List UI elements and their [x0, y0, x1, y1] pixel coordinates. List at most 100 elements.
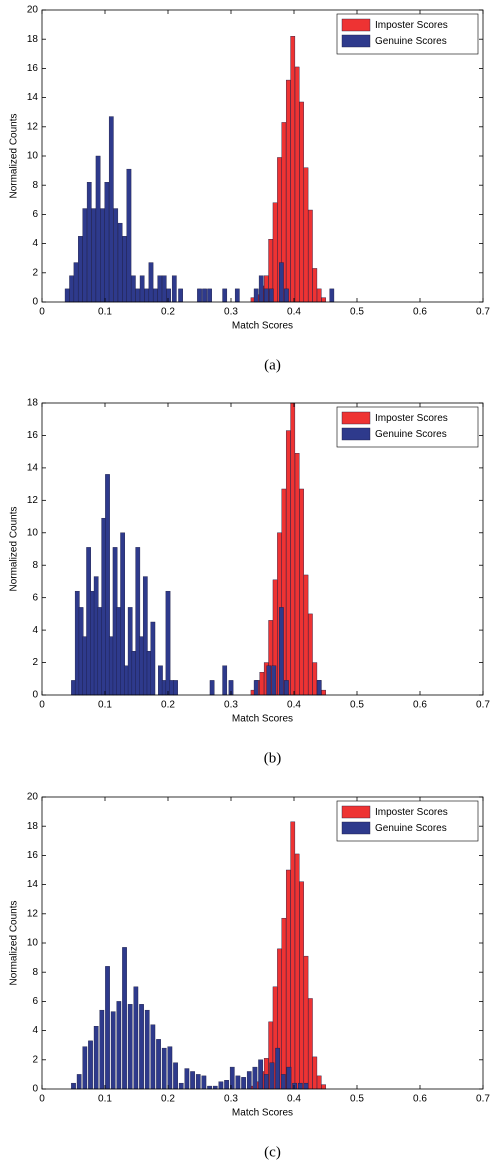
y-tick-label: 8 [32, 967, 38, 978]
bar [133, 986, 139, 1090]
bar [252, 1066, 258, 1090]
caption: (a) [264, 357, 281, 373]
bar [91, 208, 97, 303]
bar [285, 869, 291, 1090]
bar [135, 288, 141, 303]
bar [64, 288, 70, 303]
bar [201, 1075, 207, 1090]
x-tick-label: 0.2 [161, 700, 175, 711]
bar [139, 1004, 144, 1090]
bar [329, 288, 335, 303]
bar [148, 262, 154, 303]
bar [271, 665, 277, 696]
x-tick-label: 0.6 [413, 700, 427, 711]
legend-label: Imposter Scores [375, 413, 448, 424]
bar [285, 79, 291, 303]
x-tick-label: 0.2 [161, 307, 175, 318]
y-tick-label: 0 [32, 297, 38, 308]
legend-label: Genuine Scores [375, 36, 447, 47]
y-tick-label: 6 [32, 996, 38, 1007]
bar [290, 36, 296, 303]
x-tick-label: 0.3 [224, 1094, 238, 1105]
x-tick-label: 0.5 [350, 700, 364, 711]
bar [263, 288, 269, 303]
bar [263, 1074, 269, 1090]
bar [259, 672, 265, 696]
bar [113, 208, 119, 303]
bar [290, 821, 296, 1090]
chart: 0 2 4 6 8 10 12 14 16 18 20 0 0.1 0.2 0.3 0.4 0.5 0.6 0.7 M… [9, 792, 491, 1161]
y-tick-label: 10 [27, 151, 39, 162]
y-tick-label: 4 [32, 1025, 38, 1036]
x-axis-label: Match Scores [232, 321, 293, 332]
bar [161, 1047, 167, 1090]
y-tick-label: 8 [32, 180, 38, 191]
x-tick-label: 0.6 [413, 1094, 427, 1105]
chart: 0 2 4 6 8 10 12 14 16 18 20 0 0.1 0.2 0.3 0.4 0.5 0.6 0.7 M… [9, 5, 491, 374]
bar [286, 1066, 292, 1090]
bar [207, 288, 212, 303]
bar [312, 1056, 318, 1090]
bar [144, 288, 149, 303]
x-tick-label: 0.5 [350, 307, 364, 318]
plot-frame [41, 402, 484, 696]
bar [281, 917, 287, 1090]
x-tick-label: 0.7 [476, 1094, 490, 1105]
x-tick-label: 0.4 [287, 700, 301, 711]
y-tick-label: 18 [27, 821, 39, 832]
legend-swatch [341, 821, 371, 835]
bar [316, 1075, 322, 1090]
bar [258, 275, 264, 303]
legend-swatch [341, 427, 371, 441]
bar [321, 297, 326, 303]
bar [171, 275, 177, 303]
bar [178, 288, 183, 303]
bar [88, 1040, 93, 1090]
y-axis-label: Normalized Counts [9, 113, 20, 198]
bar [212, 1085, 218, 1090]
legend-label: Genuine Scores [375, 429, 447, 440]
bar [156, 1039, 161, 1090]
y-tick-label: 0 [32, 690, 38, 701]
bar [126, 168, 132, 303]
chart: 0 2 4 6 8 10 12 14 16 18 0 0.1 0.2 0.3 0.4 0.5 0.6 0.7 Mat… [9, 398, 491, 767]
bar [202, 288, 207, 303]
y-tick-label: 6 [32, 592, 38, 603]
bar [284, 680, 289, 696]
bar [321, 689, 326, 696]
x-tick-label: 0.3 [224, 700, 238, 711]
y-tick-label: 10 [27, 527, 39, 538]
bar [167, 1046, 173, 1090]
legend-swatch [341, 18, 371, 32]
bar [95, 155, 101, 303]
bar [303, 955, 309, 1090]
x-tick-label: 0.6 [413, 307, 427, 318]
bar [184, 1068, 190, 1090]
y-tick-label: 12 [27, 495, 39, 506]
bar [122, 236, 127, 303]
x-tick-label: 0.4 [287, 307, 301, 318]
bar [299, 881, 304, 1090]
y-tick-label: 14 [27, 463, 39, 474]
bar [157, 275, 163, 303]
bar [139, 275, 145, 303]
bar [195, 1074, 201, 1090]
bar [144, 1009, 150, 1090]
bar [234, 288, 240, 303]
bar [316, 288, 322, 303]
bar [122, 947, 127, 1090]
bar [82, 208, 88, 303]
bar [78, 236, 83, 303]
legend-swatch [341, 805, 371, 819]
x-tick-label: 0.4 [287, 1094, 301, 1105]
bar [131, 275, 136, 303]
y-tick-label: 12 [27, 908, 39, 919]
bar [299, 101, 304, 303]
bar [100, 208, 105, 303]
bar [173, 680, 178, 696]
y-axis-label: Normalized Counts [9, 900, 20, 985]
bar [303, 574, 309, 696]
x-tick-label: 0 [39, 700, 45, 711]
y-tick-label: 10 [27, 938, 39, 949]
bar [294, 453, 300, 696]
